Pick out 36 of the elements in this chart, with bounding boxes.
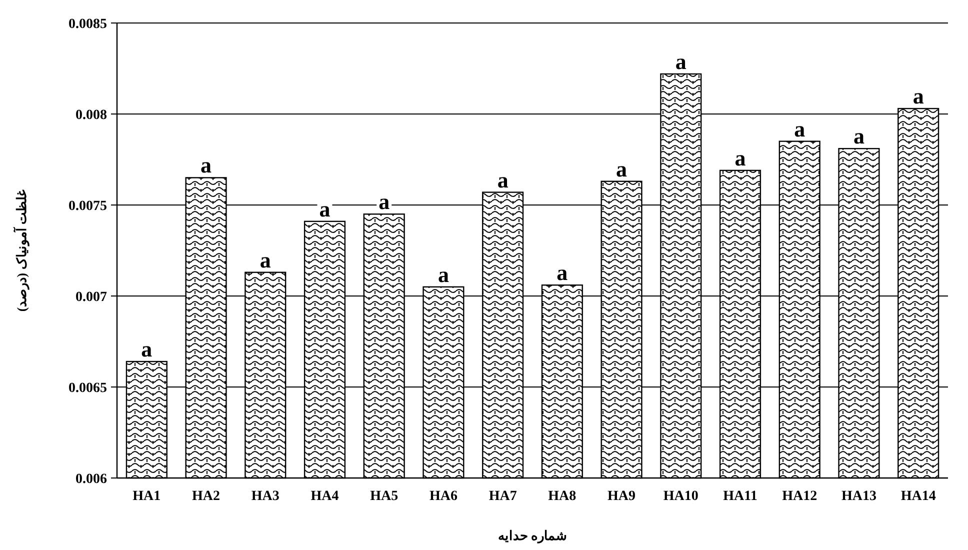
x-tick-label: HA13 — [841, 489, 876, 504]
y-tick-label: 0.007 — [76, 290, 107, 305]
y-tick-label: 0.008 — [76, 108, 107, 123]
y-tick-label: 0.0085 — [68, 17, 107, 32]
x-tick-label: HA5 — [370, 489, 398, 504]
data-label: a — [556, 260, 568, 286]
x-axis-title: شماره حدایه — [498, 528, 568, 544]
x-tick-label: HA9 — [608, 489, 636, 504]
y-tick-label: 0.0065 — [68, 381, 107, 396]
x-tick-label: HA6 — [429, 489, 458, 504]
data-label: a — [319, 196, 330, 222]
y-tick-label: 0.0075 — [68, 199, 107, 214]
data-label: a — [200, 152, 212, 178]
data-label: a — [141, 336, 152, 362]
x-tick-label: HA2 — [192, 489, 220, 504]
data-label: a — [260, 247, 271, 272]
y-tick-label: 0.006 — [76, 472, 107, 487]
data-label: a — [794, 116, 806, 142]
x-tick-label: HA10 — [663, 489, 698, 504]
x-tick-label: HA7 — [488, 489, 517, 504]
x-tick-label: HA1 — [132, 489, 161, 504]
data-label: a — [734, 145, 746, 170]
x-tick-label: HA4 — [310, 489, 339, 504]
data-label: a — [616, 156, 628, 182]
x-tick-label: HA8 — [548, 489, 576, 504]
data-label: a — [378, 189, 390, 214]
x-tick-label: HA12 — [782, 489, 818, 504]
data-label: a — [497, 167, 508, 192]
x-tick-label: HA14 — [900, 489, 936, 504]
x-tick-label: HA3 — [251, 489, 280, 504]
y-axis-title: غلظت آمونیاک (درصد) — [13, 189, 30, 312]
data-label: a — [438, 262, 449, 287]
data-label: a — [675, 48, 686, 74]
data-label: a — [912, 84, 924, 109]
x-tick-label: HA11 — [723, 489, 758, 504]
data-label: a — [853, 124, 864, 149]
